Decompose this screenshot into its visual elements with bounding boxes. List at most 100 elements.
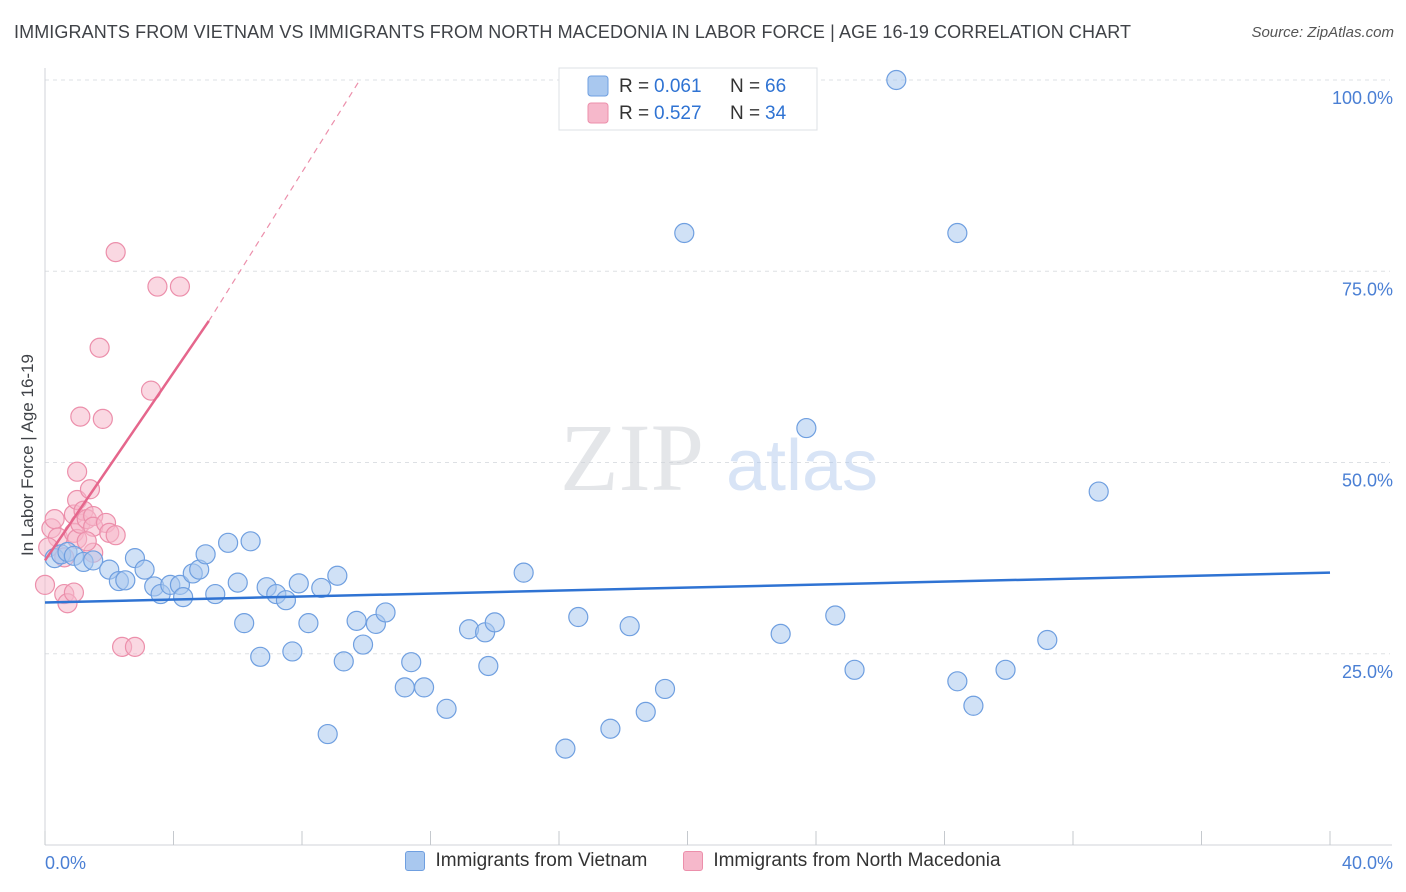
- vietnam-point-64: [1037, 629, 1058, 651]
- y-tick-label-50: 50.0%: [1342, 471, 1393, 491]
- vietnam-point-45: [478, 655, 499, 677]
- north-macedonia-point-30: [169, 276, 191, 297]
- stats-legend: R = 0.061 N = 66 R = 0.527 N = 34: [558, 67, 818, 131]
- vietnam-point-58: [844, 659, 865, 680]
- vietnam-point-5: [83, 550, 104, 571]
- vietnam-point-29: [288, 573, 309, 594]
- vietnam-point-48: [555, 738, 576, 759]
- vietnam-point-60: [947, 671, 968, 692]
- vietnam-point-35: [346, 610, 367, 631]
- vietnam-point-59: [886, 69, 907, 91]
- north-macedonia-point-16: [79, 479, 101, 500]
- vietnam-point-36: [352, 634, 374, 655]
- vietnam-point-18: [195, 544, 216, 565]
- vietnam-point-65: [1088, 481, 1109, 502]
- legend-swatch-vietnam-bottom: [405, 851, 426, 871]
- vietnam-point-15: [173, 587, 194, 608]
- north-macedonia-point-25: [105, 242, 126, 263]
- vietnam-point-63: [995, 659, 1016, 680]
- north-macedonia-point-0: [34, 574, 56, 596]
- legend-r-label-north-macedonia: R =: [619, 103, 649, 124]
- vietnam-point-40: [401, 652, 422, 673]
- north-macedonia-point-2: [44, 509, 65, 530]
- legend-n-label-vietnam: N =: [730, 76, 760, 97]
- north-macedonia-point-11: [67, 461, 88, 482]
- x-tick-label-max: 40.0%: [1342, 853, 1393, 873]
- series-legend: Immigrants from Vietnam Immigrants from …: [0, 850, 1406, 872]
- vietnam-point-33: [327, 565, 348, 586]
- north-macedonia-points: [34, 242, 191, 657]
- north-macedonia-point-13: [70, 406, 91, 427]
- vietnam-point-56: [796, 417, 817, 439]
- vietnam-point-21: [227, 572, 248, 593]
- vietnam-point-27: [275, 590, 297, 611]
- vietnam-point-8: [115, 570, 136, 591]
- north-macedonia-point-9: [63, 582, 85, 603]
- vietnam-point-31: [311, 577, 332, 599]
- vietnam-point-32: [317, 723, 338, 745]
- vietnam-point-50: [600, 718, 621, 739]
- vietnam-point-34: [333, 651, 354, 672]
- legend-r-value-vietnam: 0.061: [654, 76, 702, 97]
- north-macedonia-point-20: [89, 337, 110, 358]
- chart-title: IMMIGRANTS FROM VIETNAM VS IMMIGRANTS FR…: [14, 22, 1132, 42]
- source-credit: Source: ZipAtlas.com: [1251, 24, 1394, 41]
- trend-lines: [43, 79, 1331, 604]
- north-macedonia-point-21: [92, 408, 113, 429]
- vietnam-point-28: [282, 641, 303, 662]
- legend-swatch-north-macedonia: [587, 102, 609, 124]
- north-macedonia-point-33: [76, 531, 97, 552]
- vietnam-point-57: [825, 605, 846, 626]
- vietnam-point-20: [218, 532, 239, 553]
- axes: [44, 68, 1392, 846]
- vietnam-point-10: [134, 559, 155, 580]
- tick-labels: 25.0% 50.0% 75.0% 100.0% 0.0% 40.0%: [45, 88, 1393, 873]
- vietnam-point-41: [413, 677, 435, 698]
- north-macedonia-point-29: [147, 276, 168, 297]
- y-tick-label-25: 25.0%: [1342, 662, 1393, 682]
- north-macedonia-trend-line: [43, 320, 210, 562]
- legend-item-north-macedonia: Immigrants from North Macedonia: [683, 850, 1001, 872]
- vietnam-point-54: [674, 222, 695, 244]
- x-tick-label-min: 0.0%: [45, 853, 86, 873]
- vietnam-point-61: [947, 222, 968, 244]
- vietnam-point-19: [205, 583, 226, 605]
- vietnam-point-47: [513, 562, 534, 583]
- legend-swatch-north-macedonia-bottom: [683, 851, 704, 871]
- legend-label-vietnam: Immigrants from Vietnam: [435, 850, 648, 871]
- vietnam-point-49: [568, 606, 589, 628]
- vietnam-point-23: [240, 531, 261, 552]
- vietnam-point-22: [234, 613, 255, 634]
- vietnam-point-52: [635, 701, 656, 722]
- vietnam-trend-line: [44, 571, 1331, 604]
- north-macedonia-trend-extension: [208, 79, 361, 322]
- vietnam-point-51: [619, 616, 640, 637]
- vietnam-point-42: [436, 698, 457, 719]
- vietnam-point-46: [484, 612, 505, 633]
- vietnam-point-38: [375, 602, 396, 623]
- vietnam-point-24: [250, 646, 271, 667]
- legend-swatch-vietnam: [587, 75, 609, 97]
- vietnam-point-39: [394, 677, 415, 698]
- watermark-atlas: atlas: [726, 426, 878, 506]
- vietnam-point-55: [770, 623, 791, 644]
- y-axis-label: In Labor Force | Age 16-19: [18, 354, 37, 556]
- legend-r-value-north-macedonia: 0.527: [654, 103, 702, 124]
- y-tick-label-75: 75.0%: [1342, 279, 1393, 299]
- north-macedonia-point-27: [124, 636, 146, 657]
- vietnam-point-53: [654, 678, 676, 700]
- north-macedonia-point-24: [105, 525, 126, 546]
- legend-label-north-macedonia: Immigrants from North Macedonia: [713, 850, 1001, 871]
- legend-n-label-north-macedonia: N =: [730, 103, 760, 124]
- y-tick-label-100: 100.0%: [1332, 88, 1393, 108]
- legend-r-label-vietnam: R =: [619, 76, 649, 97]
- vietnam-point-62: [963, 695, 984, 716]
- legend-item-vietnam: Immigrants from Vietnam: [405, 850, 647, 872]
- vietnam-point-30: [298, 613, 319, 634]
- watermark-zip: ZIP: [560, 404, 704, 511]
- legend-n-value-north-macedonia: 34: [765, 103, 787, 124]
- grid-lines: [45, 79, 1390, 655]
- legend-n-value-vietnam: 66: [765, 76, 786, 97]
- vietnam-points: [44, 69, 1109, 759]
